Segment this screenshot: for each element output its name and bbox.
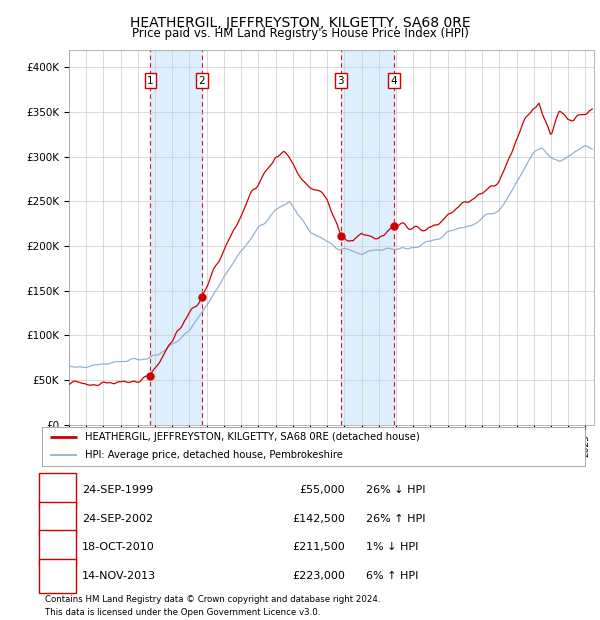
Bar: [341, 50, 394, 425]
Text: 3: 3: [337, 76, 344, 86]
Text: HPI: Average price, detached house, Pembrokeshire: HPI: Average price, detached house, Pemb…: [85, 450, 343, 460]
Text: 24-SEP-1999: 24-SEP-1999: [82, 485, 154, 495]
Text: £55,000: £55,000: [299, 485, 345, 495]
Text: Contains HM Land Registry data © Crown copyright and database right 2024.: Contains HM Land Registry data © Crown c…: [45, 595, 380, 604]
Text: 1% ↓ HPI: 1% ↓ HPI: [366, 542, 418, 552]
Text: 18-OCT-2010: 18-OCT-2010: [82, 542, 155, 552]
Text: 1: 1: [147, 76, 154, 86]
Text: £223,000: £223,000: [292, 571, 345, 581]
Text: £142,500: £142,500: [292, 514, 345, 524]
Text: £211,500: £211,500: [292, 542, 345, 552]
Text: HEATHERGIL, JEFFREYSTON, KILGETTY, SA68 0RE: HEATHERGIL, JEFFREYSTON, KILGETTY, SA68 …: [130, 16, 470, 30]
Text: 6% ↑ HPI: 6% ↑ HPI: [366, 571, 418, 581]
Text: 24-SEP-2002: 24-SEP-2002: [82, 514, 154, 524]
Text: 26% ↓ HPI: 26% ↓ HPI: [366, 485, 425, 495]
Text: 4: 4: [391, 76, 397, 86]
Bar: [151, 50, 202, 425]
Text: 26% ↑ HPI: 26% ↑ HPI: [366, 514, 425, 524]
Text: 2: 2: [54, 514, 61, 524]
Text: 4: 4: [54, 571, 61, 581]
Text: 1: 1: [54, 485, 61, 495]
Text: HEATHERGIL, JEFFREYSTON, KILGETTY, SA68 0RE (detached house): HEATHERGIL, JEFFREYSTON, KILGETTY, SA68 …: [85, 432, 420, 441]
Text: 14-NOV-2013: 14-NOV-2013: [82, 571, 157, 581]
Text: Price paid vs. HM Land Registry's House Price Index (HPI): Price paid vs. HM Land Registry's House …: [131, 27, 469, 40]
Text: 3: 3: [54, 542, 61, 552]
Text: This data is licensed under the Open Government Licence v3.0.: This data is licensed under the Open Gov…: [45, 608, 320, 617]
Text: 2: 2: [199, 76, 205, 86]
